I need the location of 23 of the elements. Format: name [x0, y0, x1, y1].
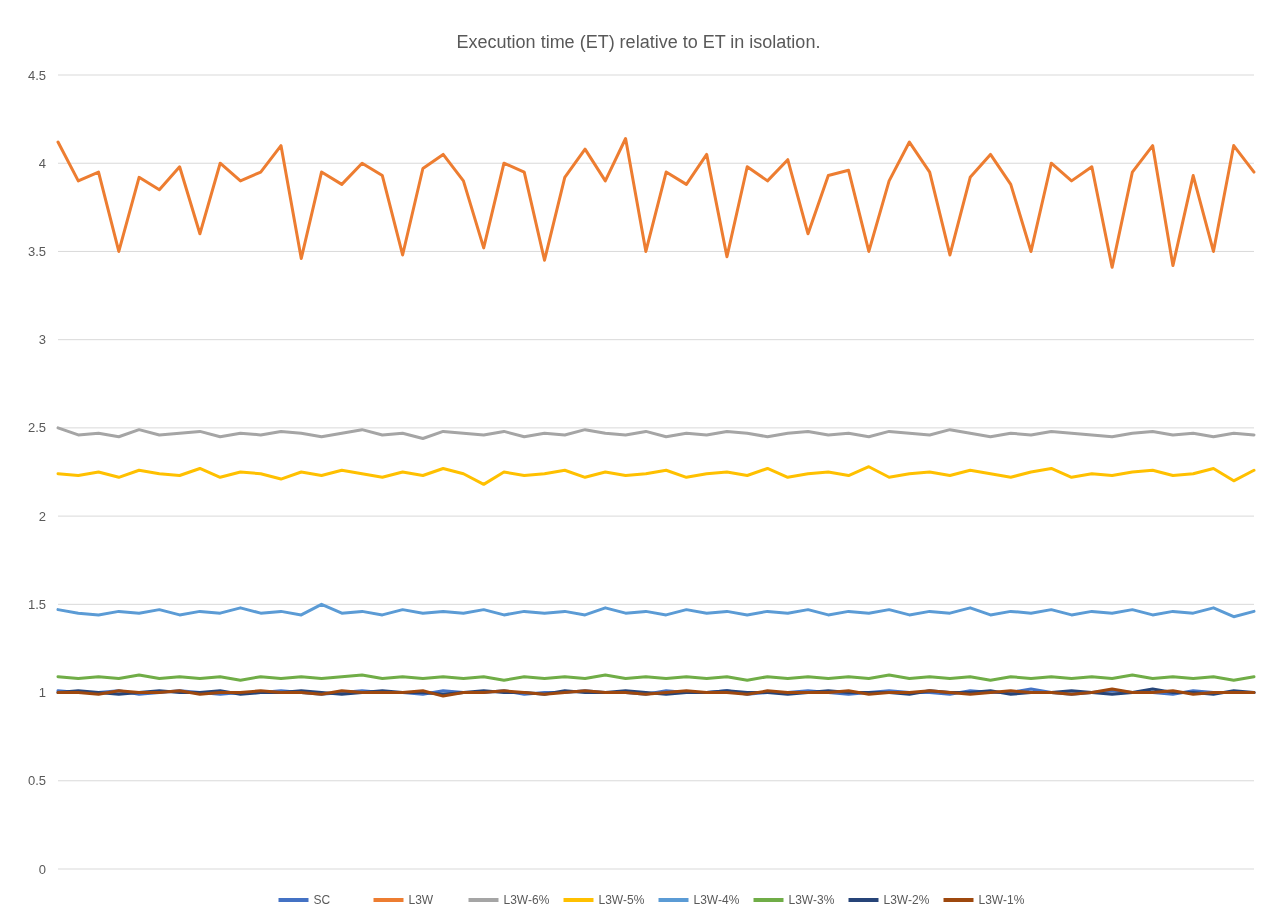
y-tick-label: 3 [38, 332, 46, 348]
y-tick-label: 4 [38, 155, 46, 171]
chart-title: Execution time (ET) relative to ET in isolation. [456, 32, 821, 52]
y-tick-label: 0.5 [27, 773, 46, 789]
legend-label: L3W-4% [693, 893, 740, 908]
line-series [56, 602, 1256, 619]
y-tick-label: 2 [38, 508, 46, 524]
legend-label: L3W [408, 893, 434, 908]
y-tick-label: 2.5 [27, 420, 46, 436]
line-series [56, 465, 1256, 486]
line-series [56, 426, 1256, 440]
legend-label: L3W-3% [788, 893, 835, 908]
legend-label: L3W-1% [978, 893, 1025, 908]
y-tick-label: 0 [38, 861, 46, 877]
legend-label: L3W-5% [598, 893, 645, 908]
legend-label: L3W-2% [883, 893, 930, 908]
y-tick-label: 1.5 [27, 596, 46, 612]
legend-label: SC [313, 893, 331, 908]
y-tick-label: 1 [38, 685, 46, 701]
y-tick-label: 3.5 [27, 243, 46, 259]
y-tick-label: 4.5 [27, 67, 46, 83]
line-series [56, 137, 1256, 269]
legend-label: L3W-6% [503, 893, 550, 908]
